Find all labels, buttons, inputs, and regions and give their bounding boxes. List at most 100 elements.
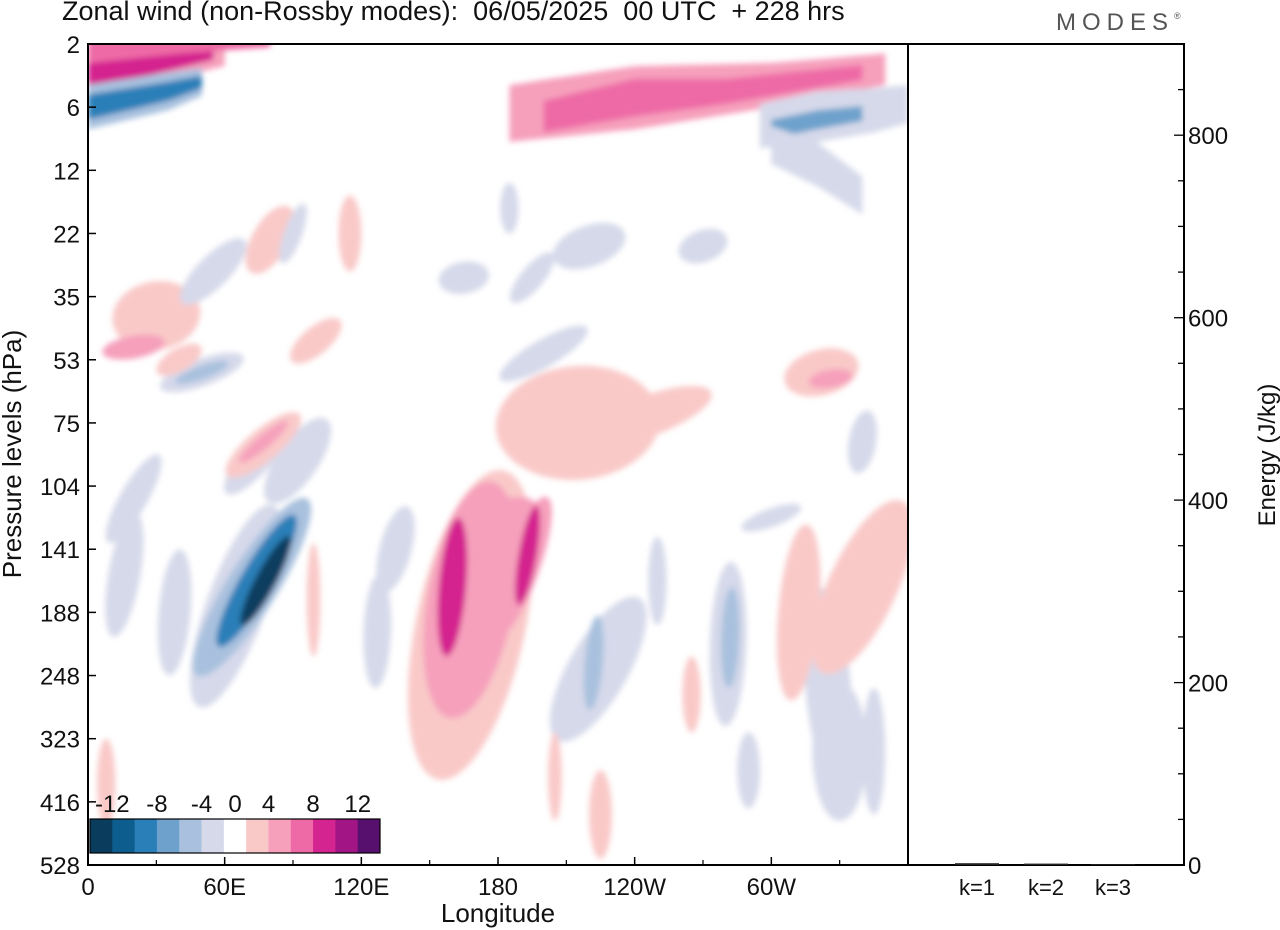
energy-tick-label-0: 0: [1188, 853, 1201, 880]
contour-blob-25: [238, 420, 288, 463]
colorbar-label-6: 12: [344, 791, 371, 818]
x-tick-label-5: 60W: [747, 874, 797, 901]
contour-blob-53: [741, 503, 802, 532]
y-tick-label-12: 416: [40, 790, 80, 817]
contour-blob-17: [306, 543, 321, 657]
energy-axis: 0 200 400 600 800: [1174, 43, 1228, 880]
colorbar-label-3: 0: [228, 791, 241, 818]
jet-band-8: [771, 126, 863, 215]
y-tick-label-6: 75: [53, 411, 80, 438]
colorbar-frame: [89, 818, 381, 854]
energy-category-label-2: k=3: [1095, 875, 1131, 900]
energy-tick-label-200: 200: [1188, 671, 1228, 698]
contour-blob-43: [510, 252, 555, 303]
contour-blob-49: [678, 228, 728, 264]
contour-blob-36: [499, 325, 588, 382]
energy-category-label-1: k=2: [1028, 875, 1064, 900]
colorbar-swatch-5: [201, 819, 225, 853]
contour-blob-4: [437, 517, 468, 657]
colorbar-swatch-4: [179, 819, 202, 853]
y-tick-label-13: 528: [40, 853, 80, 880]
contour-blob-32: [580, 386, 712, 448]
contour-blob-23: [264, 417, 332, 504]
y-tick-label-1: 6: [67, 95, 80, 122]
heatmap-field: [88, 44, 908, 865]
y-tick-label-9: 188: [40, 600, 80, 627]
contour-blob-56: [682, 656, 701, 733]
y-tick-label-8: 141: [40, 537, 80, 564]
colorbar-swatch-7: [246, 819, 269, 853]
contour-blob-57: [548, 732, 562, 821]
y-tick-label-5: 53: [53, 348, 80, 375]
energy-bar-k=2: [1024, 863, 1068, 865]
contour-blob-19: [376, 506, 415, 593]
y-tick-label-2: 12: [53, 158, 80, 185]
energy-tick-label-400: 400: [1188, 488, 1228, 515]
contour-blob-45: [862, 688, 886, 815]
x-axis-label: Longitude: [441, 898, 555, 928]
contour-blob-12: [721, 587, 740, 689]
contour-blob-35: [847, 410, 877, 474]
contour-blob-55: [648, 536, 667, 625]
colorbar-swatch-9: [290, 819, 314, 853]
x-tick-label-3: 180: [478, 874, 518, 901]
contour-blob-50: [860, 514, 908, 610]
contour-blob-46: [589, 770, 612, 859]
x-axis: 0 60E 120E 180 120W 60W: [81, 857, 841, 901]
contour-blob-47: [737, 732, 760, 809]
contour-blob-21: [157, 549, 192, 676]
contour-blob-38: [438, 261, 489, 294]
colorbar-label-2: -4: [191, 791, 212, 818]
y-tick-label-10: 248: [40, 664, 80, 691]
contour-blob-0: [240, 535, 292, 626]
chart-title: Zonal wind (non-Rossby modes): 06/05/202…: [62, 0, 845, 26]
energy-axis-label: Energy (J/kg): [1254, 384, 1280, 527]
contour-blob-29: [112, 281, 201, 351]
contour-blob-37: [552, 222, 626, 270]
y-tick-label-4: 35: [53, 285, 80, 312]
contour-blob-41: [180, 238, 247, 305]
energy-bar-k=1: [955, 863, 999, 865]
heatmap-features: [88, 44, 908, 859]
contour-blob-22: [105, 454, 162, 543]
contour-blob-8: [515, 505, 541, 606]
energy-tick-label-800: 800: [1188, 123, 1228, 150]
energy-bar-k=3: [1091, 864, 1135, 866]
y-tick-label-3: 22: [53, 221, 80, 248]
energy-frame: [907, 43, 1185, 866]
colorbar-swatch-11: [335, 819, 359, 853]
registered-mark-icon: ®: [1174, 11, 1181, 21]
energy-category-label-0: k=1: [959, 875, 995, 900]
jet-band-3: [88, 75, 202, 120]
colorbar-swatch-2: [134, 819, 158, 853]
heatmap-background: [88, 44, 908, 865]
x-tick-label-2: 120E: [333, 874, 389, 901]
brand-logo: MODES®: [1056, 9, 1181, 37]
contour-blob-40: [245, 205, 295, 274]
jet-band-5: [543, 64, 863, 133]
contour-blob-30: [102, 334, 165, 360]
jet-band-9: [88, 44, 271, 63]
colorbar-swatch-1: [112, 819, 136, 853]
jet-band-7: [771, 105, 863, 139]
contour-blob-48: [97, 738, 116, 828]
y-axis: 2 6 12 22 35 53 75 104 141 188 248 323 416 528: [40, 32, 96, 880]
y-tick-label-11: 323: [40, 727, 80, 754]
energy-tick-label-600: 600: [1188, 306, 1228, 333]
contour-blob-10: [583, 615, 604, 711]
x-tick-label-1: 60E: [203, 874, 246, 901]
colorbar-swatch-0: [90, 819, 113, 853]
contour-blob-18: [363, 574, 392, 689]
y-tick-label-7: 104: [40, 474, 80, 501]
contour-blob-31: [495, 365, 660, 481]
colorbar-swatch-12: [357, 819, 381, 853]
energy-bars: k=1 k=2 k=3: [955, 863, 1135, 900]
contour-blob-54: [156, 343, 202, 376]
contour-blob-52: [500, 182, 519, 234]
colorbar-swatch-10: [313, 819, 336, 853]
colorbar-swatch-3: [156, 819, 180, 853]
colorbar-label-4: 4: [262, 791, 275, 818]
contour-blob-51: [338, 195, 362, 272]
x-tick-label-0: 0: [81, 874, 94, 901]
